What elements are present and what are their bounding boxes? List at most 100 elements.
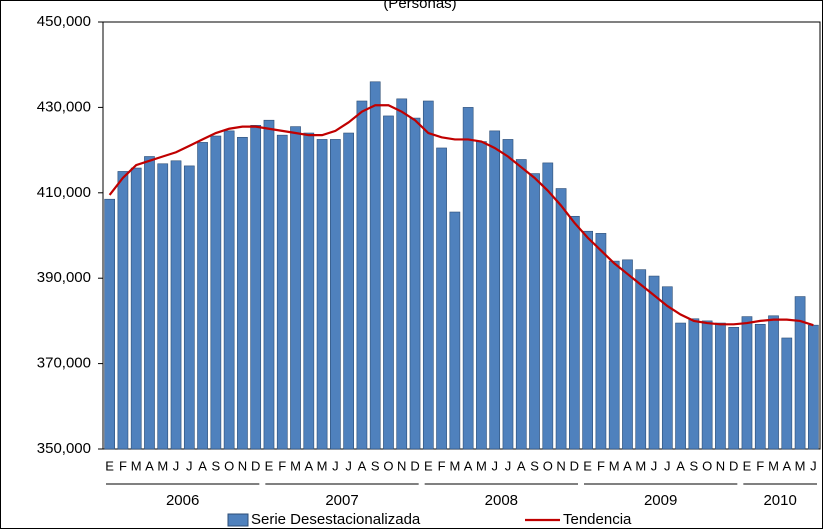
x-tick-label: J xyxy=(186,458,193,473)
plot-area xyxy=(102,21,821,450)
bar xyxy=(197,142,208,450)
bar xyxy=(675,322,686,450)
bar xyxy=(608,260,620,450)
bar xyxy=(529,173,540,450)
bar xyxy=(781,337,793,450)
bar xyxy=(369,81,381,450)
x-tick-label: M xyxy=(768,458,779,473)
x-tick-label: A xyxy=(782,458,791,473)
bar xyxy=(104,198,115,450)
x-tick-label: J xyxy=(491,458,498,473)
bar xyxy=(183,165,195,450)
legend-swatch xyxy=(227,513,249,527)
bar xyxy=(210,135,222,450)
x-tick-label: F xyxy=(438,458,446,473)
x-tick-label: N xyxy=(397,458,406,473)
bar xyxy=(117,171,129,450)
legend-label: Serie Desestacionalizada xyxy=(251,511,421,528)
x-tick-label: N xyxy=(238,458,247,473)
bar xyxy=(290,126,301,450)
x-tick-label: O xyxy=(224,458,234,473)
bar xyxy=(356,100,368,450)
chart-title: (Personas) xyxy=(383,0,456,12)
bar xyxy=(396,98,408,450)
x-tick-label: E xyxy=(583,458,592,473)
x-tick-label: J xyxy=(651,458,658,473)
x-tick-label: M xyxy=(795,458,806,473)
x-tick-label: O xyxy=(543,458,553,473)
bar xyxy=(144,156,155,450)
bar xyxy=(555,188,567,450)
bar xyxy=(569,215,580,450)
bar xyxy=(489,130,501,450)
bar xyxy=(157,163,169,450)
bar xyxy=(648,275,660,450)
bar xyxy=(422,100,434,450)
x-tick-label: F xyxy=(278,458,286,473)
year-label: 2010 xyxy=(763,492,796,509)
x-tick-label: D xyxy=(729,458,738,473)
bar xyxy=(250,125,262,450)
x-tick-label: S xyxy=(690,458,699,473)
year-label: 2006 xyxy=(166,492,199,509)
x-tick-label: S xyxy=(530,458,539,473)
bar xyxy=(635,269,647,450)
bar xyxy=(170,160,182,450)
y-tick-label: 430,000 xyxy=(37,98,91,115)
x-tick-label: A xyxy=(676,458,685,473)
bar xyxy=(515,159,527,450)
bar xyxy=(661,286,673,450)
bar xyxy=(330,139,341,450)
bar xyxy=(383,115,394,450)
x-tick-label: O xyxy=(383,458,393,473)
x-tick-label: J xyxy=(345,458,352,473)
bar xyxy=(701,320,713,450)
x-tick-label: M xyxy=(476,458,487,473)
x-tick-label: D xyxy=(251,458,260,473)
bar xyxy=(237,136,248,450)
bar xyxy=(595,233,607,450)
y-tick-label: 350,000 xyxy=(37,440,91,457)
bar xyxy=(582,230,593,450)
bar xyxy=(130,167,142,450)
x-tick-label: M xyxy=(609,458,620,473)
legend-label: Tendencia xyxy=(563,511,632,528)
bar xyxy=(316,139,328,450)
x-tick-label: M xyxy=(157,458,168,473)
x-tick-label: N xyxy=(716,458,725,473)
x-tick-label: A xyxy=(464,458,473,473)
x-tick-label: D xyxy=(570,458,579,473)
bar xyxy=(476,141,487,450)
year-label: 2009 xyxy=(644,492,677,509)
x-tick-label: J xyxy=(810,458,817,473)
bar xyxy=(715,322,726,450)
x-tick-label: E xyxy=(105,458,114,473)
x-tick-label: E xyxy=(743,458,752,473)
x-tick-label: M xyxy=(131,458,142,473)
bar xyxy=(449,211,461,450)
year-label: 2007 xyxy=(325,492,358,509)
x-tick-label: M xyxy=(449,458,460,473)
x-tick-label: J xyxy=(505,458,512,473)
y-tick-label: 370,000 xyxy=(37,355,91,372)
x-tick-label: M xyxy=(317,458,328,473)
x-tick-label: E xyxy=(265,458,274,473)
x-tick-label: J xyxy=(173,458,180,473)
y-tick-label: 450,000 xyxy=(37,13,91,30)
x-tick-label: J xyxy=(664,458,671,473)
bar xyxy=(436,147,447,450)
bar xyxy=(794,296,806,450)
bar xyxy=(728,327,740,450)
bar xyxy=(754,324,766,450)
bar xyxy=(303,132,315,450)
x-tick-label: O xyxy=(702,458,712,473)
x-tick-label: S xyxy=(371,458,380,473)
x-tick-label: A xyxy=(145,458,154,473)
bar xyxy=(542,162,554,450)
x-tick-label: A xyxy=(623,458,632,473)
x-tick-label: J xyxy=(332,458,339,473)
trend-line xyxy=(108,104,814,327)
bar xyxy=(808,324,819,450)
x-tick-label: A xyxy=(198,458,207,473)
